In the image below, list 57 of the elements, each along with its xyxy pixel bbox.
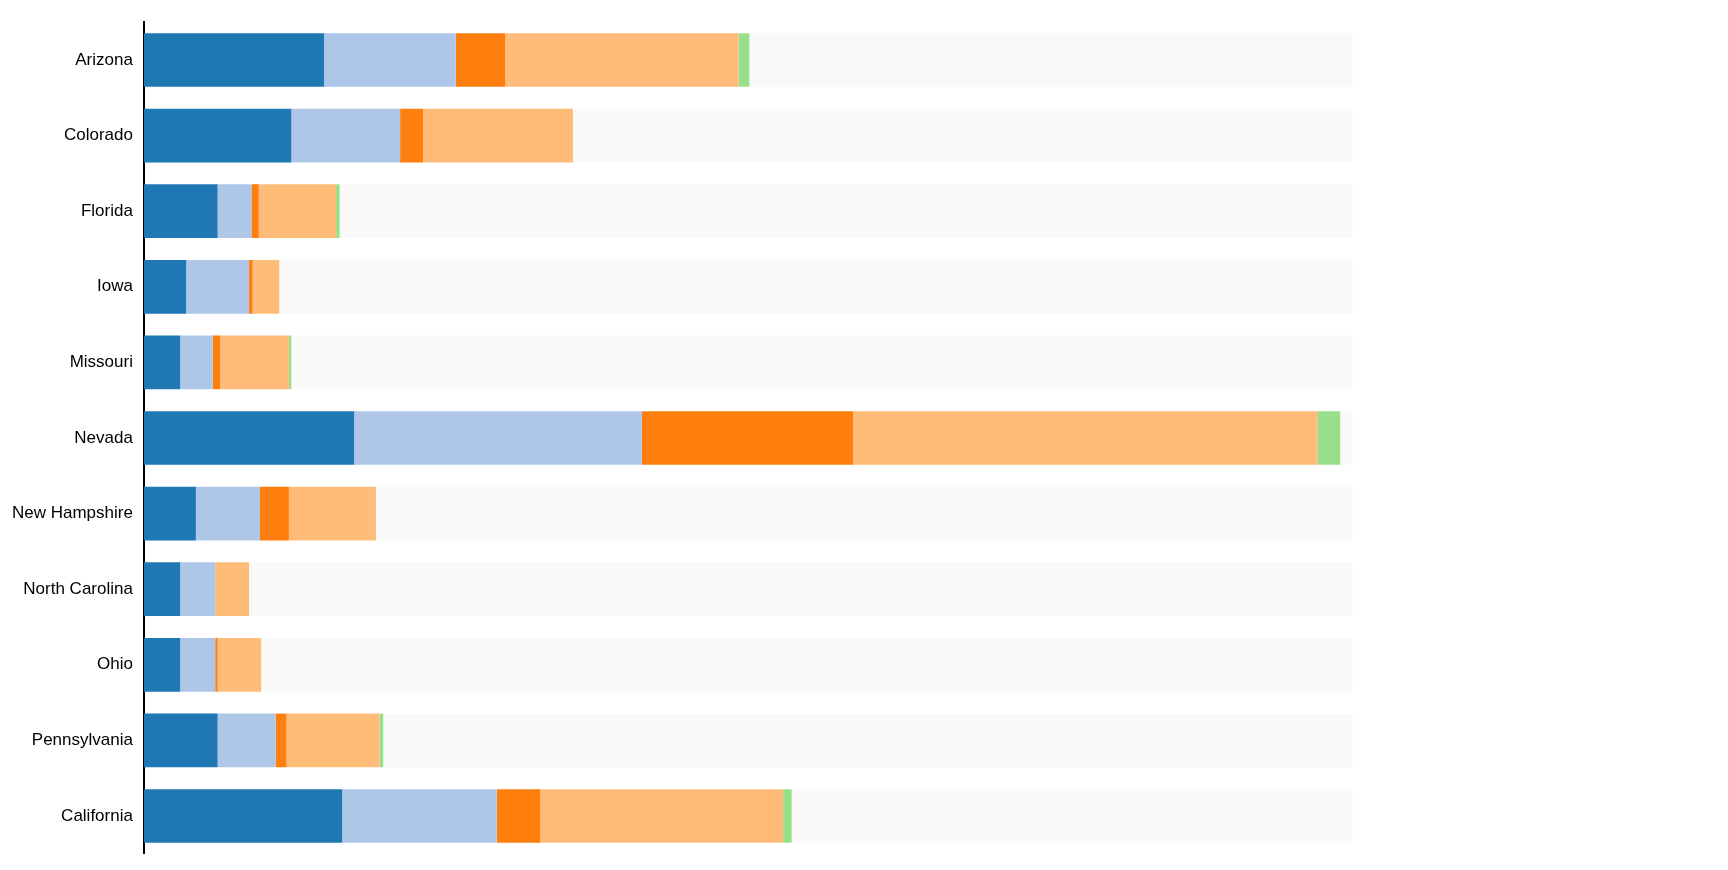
bar <box>455 33 506 87</box>
bar <box>215 637 218 692</box>
bar <box>258 184 337 239</box>
bar <box>423 108 573 163</box>
bar <box>143 33 324 87</box>
bar <box>143 335 181 390</box>
bar <box>336 184 340 239</box>
bar <box>180 335 213 390</box>
y-tick-label: Iowa <box>97 276 134 296</box>
bar <box>143 637 181 692</box>
bar <box>220 335 289 390</box>
bar <box>641 411 854 465</box>
bar <box>215 562 250 617</box>
bar <box>496 789 541 843</box>
bar <box>354 411 642 465</box>
bar <box>853 411 1318 465</box>
y-tick-label: Missouri <box>69 352 133 372</box>
bar <box>143 259 187 314</box>
bar <box>505 33 739 87</box>
bar <box>288 486 376 541</box>
bar <box>252 259 280 314</box>
bar <box>291 108 401 163</box>
bar <box>217 713 276 768</box>
bar <box>143 789 343 843</box>
bar <box>249 259 253 314</box>
bar <box>259 486 289 541</box>
bar <box>186 259 250 314</box>
y-tick-label: California <box>61 805 134 825</box>
y-tick-label: Pennsylvania <box>31 730 134 750</box>
bar <box>286 713 380 768</box>
bar <box>180 562 216 617</box>
y-tick-label: New Hampshire <box>11 503 133 523</box>
bar <box>400 108 424 163</box>
bar <box>143 486 196 541</box>
bar <box>143 184 218 239</box>
bar <box>180 637 216 692</box>
bar <box>143 562 181 617</box>
bar <box>251 184 259 239</box>
bar <box>275 713 287 768</box>
y-tick-label: Nevada <box>74 427 134 447</box>
y-tick-label: Arizona <box>75 49 134 69</box>
bar <box>217 184 252 239</box>
bar <box>143 713 218 768</box>
bar <box>738 33 750 87</box>
y-tick-label: North Carolina <box>23 578 134 598</box>
bar <box>195 486 260 541</box>
bar <box>323 33 456 87</box>
bar <box>783 789 792 843</box>
y-tick-label: Colorado <box>63 125 133 145</box>
y-tick-label: Florida <box>80 200 134 220</box>
bar <box>212 335 221 390</box>
bar <box>540 789 784 843</box>
y-tick-label: Ohio <box>97 654 133 674</box>
bar <box>342 789 497 843</box>
bar <box>143 108 292 163</box>
bar <box>143 411 355 465</box>
bar <box>217 637 262 692</box>
